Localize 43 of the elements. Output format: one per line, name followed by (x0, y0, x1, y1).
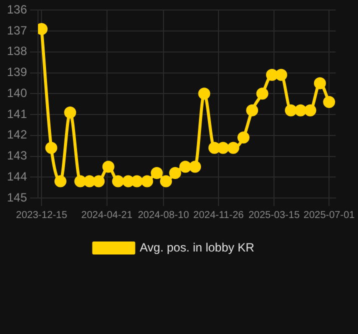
point (102, 160, 114, 173)
x-tick-label: 2025-07-01 (304, 210, 356, 221)
point (275, 68, 288, 81)
point (323, 96, 336, 108)
point (141, 175, 154, 188)
point (227, 142, 240, 154)
point (189, 160, 202, 173)
x-tick-label: 2024-11-26 (193, 210, 244, 221)
x-tick-label: 2024-08-10 (138, 210, 190, 221)
y-tick-label: 137 (6, 23, 28, 38)
x-tick-label: 2023-12-15 (16, 210, 68, 221)
point (284, 104, 297, 116)
point (112, 175, 124, 188)
point (64, 106, 76, 118)
point (150, 166, 163, 179)
x-tick-label: 2024-04-21 (81, 210, 133, 221)
point (314, 77, 326, 90)
point (266, 68, 278, 81)
point (246, 104, 258, 116)
point (54, 175, 66, 188)
point (92, 175, 105, 188)
y-tick-label: 141 (6, 106, 28, 121)
point (74, 175, 86, 188)
y-tick-label: 142 (6, 128, 28, 142)
y-tick-label: 144 (6, 169, 28, 184)
point (304, 104, 316, 116)
point (169, 166, 182, 179)
point (237, 131, 250, 144)
x-tick-label: 2025-03-15 (248, 210, 300, 221)
point (294, 104, 307, 116)
point (179, 160, 192, 173)
y-tick-label: 136 (6, 2, 28, 17)
y-tick-label: 140 (6, 86, 28, 100)
y-tick-label: 138 (6, 44, 28, 58)
point (160, 175, 172, 188)
y-tick-label: 139 (6, 65, 28, 80)
y-tick-label: 143 (6, 148, 28, 163)
y-tick-label: 145 (6, 190, 28, 204)
point (256, 88, 268, 100)
legend-label: Avg. pos. in lobby KR (140, 240, 255, 254)
point (198, 88, 210, 100)
point (45, 142, 58, 154)
point (217, 142, 230, 154)
